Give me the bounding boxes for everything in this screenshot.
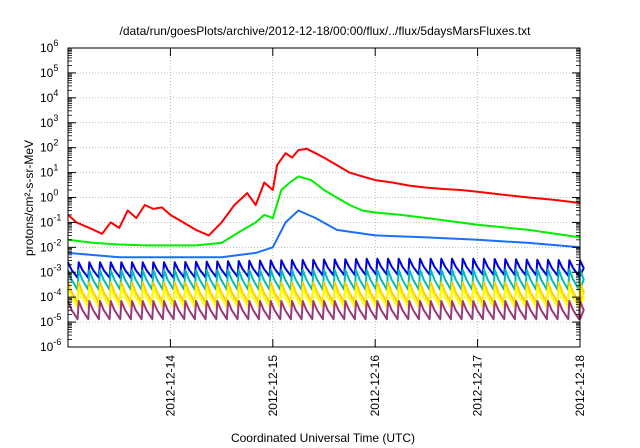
series-line-6 <box>67 281 585 304</box>
chart-title: /data/run/goesPlots/archive/2012-12-18/0… <box>120 24 532 38</box>
y-tick-label: 106 <box>40 38 58 55</box>
series-line-8 <box>67 300 585 321</box>
y-tick-label: 10-3 <box>40 262 61 279</box>
y-tick-label: 10-5 <box>40 312 61 329</box>
series-layer <box>67 147 585 321</box>
y-tick-label: 10-4 <box>40 287 61 304</box>
ticks <box>68 47 581 348</box>
y-tick-labels: 10-6 10-5 10-4 10-3 10-2 10-1 100 101 102 103 104 1… <box>40 38 61 354</box>
y-tick-label: 10-6 <box>40 337 61 354</box>
x-axis-label: Coordinated Universal Time (UTC) <box>231 431 415 445</box>
series-line-5 <box>67 268 585 291</box>
x-tick-label: 2012-12-16 <box>368 355 382 417</box>
series-line-7 <box>67 286 585 309</box>
x-tick-labels: 2012-12-14 2012-12-15 2012-12-16 2012-12-17… <box>163 355 587 417</box>
y-tick-label: 101 <box>40 163 58 180</box>
series-line-3 <box>67 209 581 259</box>
y-tick-label: 103 <box>40 113 58 130</box>
x-tick-label: 2012-12-14 <box>163 355 177 417</box>
x-tick-label: 2012-12-17 <box>471 355 485 417</box>
series-line-1 <box>67 147 581 237</box>
y-tick-label: 105 <box>40 63 58 80</box>
y-axis-label: protons/cm²-s-sr-MeV <box>22 140 36 256</box>
y-tick-label: 102 <box>40 138 58 155</box>
x-tick-label: 2012-12-18 <box>573 355 587 417</box>
x-tick-label: 2012-12-15 <box>266 355 280 417</box>
y-tick-label: 100 <box>40 188 58 205</box>
y-tick-label: 104 <box>40 88 58 105</box>
y-tick-label: 10-1 <box>40 212 61 229</box>
series-line-4 <box>67 257 585 279</box>
y-tick-label: 10-2 <box>40 237 61 254</box>
series-line-2 <box>67 175 581 247</box>
